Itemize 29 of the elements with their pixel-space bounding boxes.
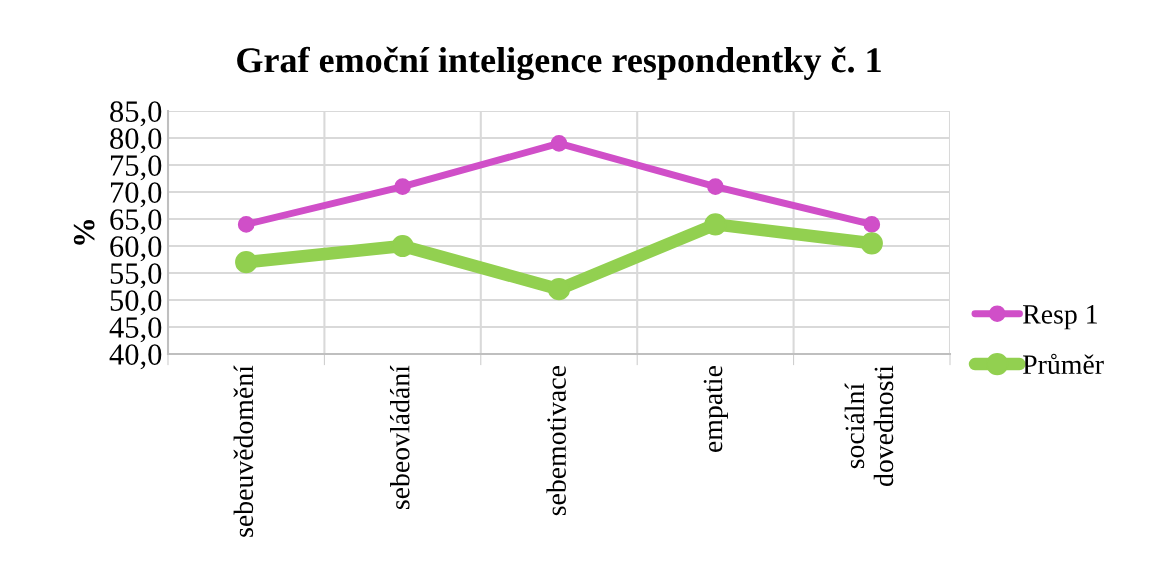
y-tick-label: 50,0 <box>110 290 162 316</box>
point <box>394 178 411 195</box>
x-tick-label: sociální dovednosti <box>844 365 894 487</box>
point <box>391 234 414 258</box>
point <box>863 216 881 233</box>
point <box>704 213 727 236</box>
point <box>237 216 255 233</box>
y-tick-label: 80,0 <box>110 128 162 154</box>
x-tick-label: sebeuvědomění <box>233 365 254 537</box>
y-tick-label: 70,0 <box>110 182 162 208</box>
y-tick-label: 60,0 <box>110 236 162 262</box>
y-tick-label: 55,0 <box>110 263 162 289</box>
point <box>550 135 568 152</box>
y-tick-label: 65,0 <box>110 209 162 235</box>
point <box>707 178 724 195</box>
x-tick-label: sebeovládání <box>389 365 410 509</box>
x-tick-label: sebemotivace <box>546 366 566 516</box>
chart-title: Graf emoční inteligence respondentky č. 1 <box>237 46 881 81</box>
legend-label: Resp 1 <box>1023 305 1097 330</box>
y-tick-label: 85,0 <box>110 101 162 127</box>
y-tick-label: 40,0 <box>109 344 162 370</box>
legend-label: Průměr <box>1023 353 1104 375</box>
y-tick-label: 75,0 <box>110 155 162 181</box>
point <box>547 278 571 301</box>
x-tick-label: empatie <box>703 366 728 452</box>
point <box>235 251 258 274</box>
y-tick-label: 45,0 <box>109 317 162 343</box>
y-axis-title: % <box>73 220 95 245</box>
point <box>860 232 883 255</box>
